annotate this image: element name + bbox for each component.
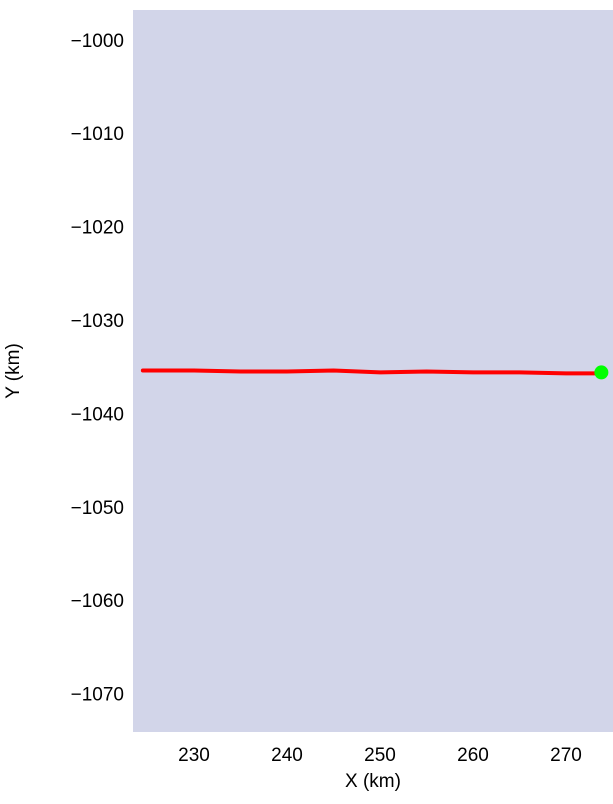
y-axis-label: Y (km) (3, 343, 24, 399)
y-tick-label: −1000 (71, 31, 124, 52)
y-tick-label: −1040 (71, 404, 124, 425)
y-tick-label: −1070 (71, 685, 124, 706)
y-tick-label: −1020 (71, 218, 124, 239)
x-tick-label: 240 (271, 745, 303, 766)
x-tick-label: 260 (457, 745, 489, 766)
y-tick-label: −1030 (71, 311, 124, 332)
x-tick-label: 250 (364, 745, 396, 766)
y-tick-label: −1050 (71, 498, 124, 519)
x-axis-label: X (km) (345, 771, 401, 792)
y-tick-label: −1060 (71, 591, 124, 612)
marker (594, 365, 609, 380)
line (140, 368, 606, 376)
x-tick-label: 270 (550, 745, 582, 766)
y-tick-label: −1010 (71, 124, 124, 145)
x-tick-label: 230 (178, 745, 210, 766)
